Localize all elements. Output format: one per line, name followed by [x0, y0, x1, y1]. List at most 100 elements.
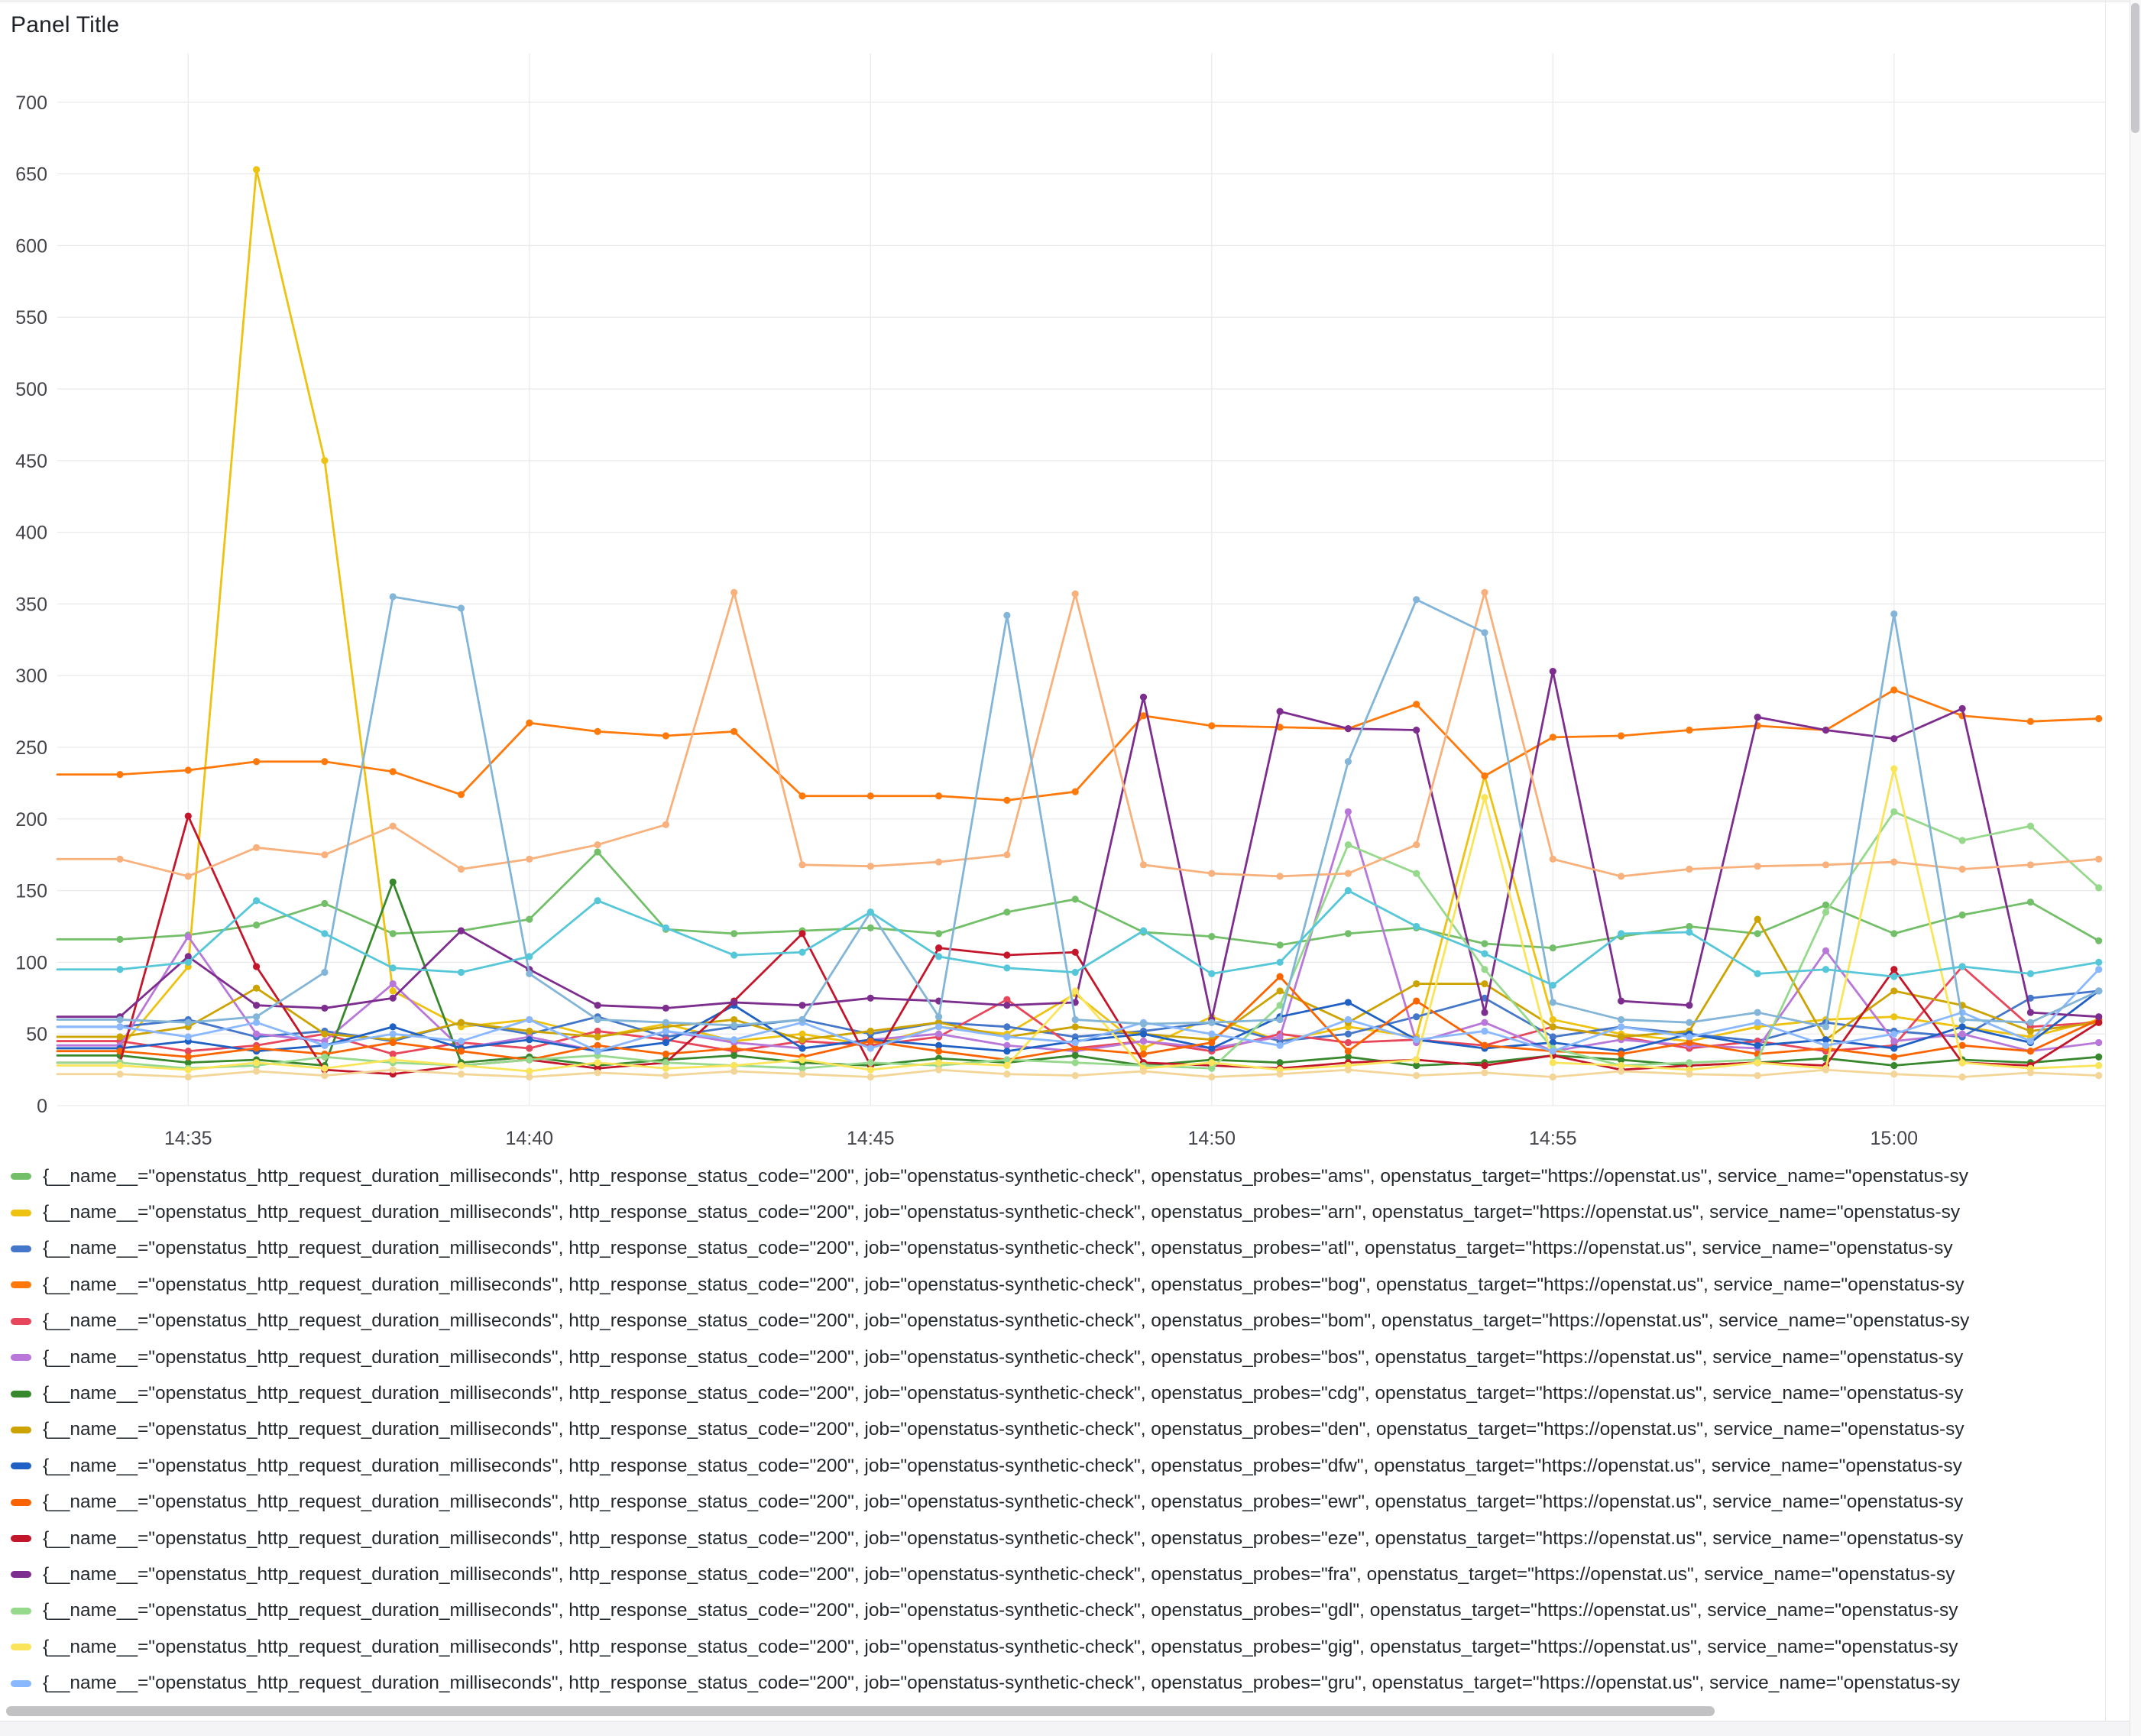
series-point-gig[interactable]	[1071, 987, 1079, 995]
series-point-unlabeled-sand[interactable]	[1003, 1070, 1011, 1078]
series-point-dfw[interactable]	[1754, 1041, 1761, 1049]
series-point-ams[interactable]	[1276, 941, 1284, 949]
series-point-bog[interactable]	[1208, 722, 1216, 730]
series-point-cdg[interactable]	[389, 878, 397, 886]
series-point-ewr[interactable]	[1344, 1048, 1352, 1055]
series-point-fra[interactable]	[594, 1002, 601, 1009]
series-point-dfw[interactable]	[1890, 1045, 1898, 1052]
series-point-dfw[interactable]	[935, 1041, 943, 1049]
series-point-gdl[interactable]	[321, 1053, 329, 1061]
series-point-unlabeled-steel-blue[interactable]	[1481, 629, 1488, 636]
series-point-fra[interactable]	[1754, 714, 1761, 721]
series-point-cdg[interactable]	[730, 1051, 738, 1059]
series-point-gru[interactable]	[526, 1015, 533, 1024]
series-point-unlabeled-steel-blue[interactable]	[1344, 758, 1352, 766]
series-point-gig[interactable]	[1958, 1059, 1966, 1067]
series-point-eze[interactable]	[935, 944, 943, 952]
series-point-unlabeled-steel-blue[interactable]	[1754, 1009, 1761, 1016]
series-point-unlabeled-sand[interactable]	[1139, 1067, 1148, 1075]
series-point-fra[interactable]	[1481, 1009, 1488, 1016]
series-point-unlabeled-sand[interactable]	[1686, 1070, 1693, 1078]
series-point-eze[interactable]	[1890, 966, 1898, 973]
series-point-unlabeled-sand[interactable]	[184, 1073, 192, 1081]
series-point-gig[interactable]	[935, 1059, 943, 1067]
series-point-fra[interactable]	[1958, 704, 1966, 712]
legend-item-dfw[interactable]: {__name__="openstatus_http_request_durat…	[11, 1448, 2097, 1484]
series-point-unlabeled-cyan[interactable]	[2026, 970, 2034, 978]
series-point-bog[interactable]	[1686, 726, 1693, 734]
series-point-bom[interactable]	[184, 1048, 192, 1055]
series-point-dfw[interactable]	[662, 1038, 670, 1047]
series-point-gru[interactable]	[1754, 1019, 1761, 1026]
series-point-unlabeled-steel-blue[interactable]	[594, 1015, 601, 1024]
series-point-unlabeled-light-orange[interactable]	[1071, 590, 1079, 598]
series-point-eze[interactable]	[253, 963, 261, 970]
series-point-gig[interactable]	[526, 1067, 533, 1075]
series-point-ams[interactable]	[1890, 930, 1898, 938]
series-point-ams[interactable]	[866, 924, 874, 931]
legend-item-eze[interactable]: {__name__="openstatus_http_request_durat…	[11, 1521, 2097, 1556]
legend-item-bos[interactable]: {__name__="openstatus_http_request_durat…	[11, 1339, 2097, 1375]
series-point-ewr[interactable]	[730, 1045, 738, 1052]
series-point-eze[interactable]	[2095, 1019, 2103, 1026]
series-point-bog[interactable]	[1071, 788, 1079, 795]
series-point-gdl[interactable]	[798, 1064, 806, 1072]
series-point-fra[interactable]	[1618, 997, 1625, 1005]
series-point-bog[interactable]	[2026, 717, 2034, 725]
series-point-unlabeled-steel-blue[interactable]	[116, 1015, 124, 1024]
series-point-ewr[interactable]	[1958, 1041, 1966, 1049]
series-point-gru[interactable]	[1890, 1030, 1898, 1038]
series-point-dfw[interactable]	[1344, 999, 1352, 1006]
series-point-gdl[interactable]	[1481, 966, 1488, 973]
series-point-unlabeled-steel-blue[interactable]	[1549, 999, 1556, 1006]
series-point-gru[interactable]	[1618, 1023, 1625, 1031]
series-point-unlabeled-steel-blue[interactable]	[730, 1022, 738, 1029]
series-point-unlabeled-sand[interactable]	[1754, 1072, 1761, 1080]
series-point-ams[interactable]	[1071, 896, 1079, 903]
series-point-eze[interactable]	[798, 930, 806, 938]
series-point-dfw[interactable]	[1208, 1045, 1216, 1052]
series-point-ams[interactable]	[1958, 911, 1966, 919]
series-point-unlabeled-steel-blue[interactable]	[1276, 1015, 1284, 1024]
series-point-gru[interactable]	[2026, 1037, 2034, 1045]
series-point-ams[interactable]	[1549, 944, 1556, 952]
legend-item-cdg[interactable]: {__name__="openstatus_http_request_durat…	[11, 1375, 2097, 1411]
series-point-gdl[interactable]	[866, 1059, 874, 1067]
series-point-unlabeled-sand[interactable]	[1618, 1067, 1625, 1075]
series-point-gdl[interactable]	[1003, 1056, 1011, 1064]
series-point-ams[interactable]	[2026, 899, 2034, 906]
series-point-unlabeled-sand[interactable]	[1071, 1072, 1079, 1080]
series-point-bos[interactable]	[253, 1030, 261, 1038]
series-point-bom[interactable]	[389, 1050, 397, 1058]
series-point-unlabeled-sand[interactable]	[389, 1066, 397, 1074]
series-point-fra[interactable]	[1413, 726, 1420, 734]
series-point-bog[interactable]	[253, 758, 261, 766]
legend-item-den[interactable]: {__name__="openstatus_http_request_durat…	[11, 1412, 2097, 1448]
series-point-unlabeled-sand[interactable]	[116, 1070, 124, 1078]
series-point-gru[interactable]	[1071, 1038, 1079, 1047]
series-point-bos[interactable]	[1822, 947, 1830, 954]
series-point-unlabeled-cyan[interactable]	[116, 966, 124, 973]
series-point-gru[interactable]	[594, 1048, 601, 1055]
series-point-unlabeled-cyan[interactable]	[1890, 973, 1898, 980]
series-point-gru[interactable]	[457, 1037, 465, 1045]
series-point-gru[interactable]	[935, 1023, 943, 1031]
series-point-cdg[interactable]	[184, 1059, 192, 1067]
series-point-den[interactable]	[321, 1030, 329, 1038]
series-point-unlabeled-steel-blue[interactable]	[1413, 596, 1420, 604]
series-point-den[interactable]	[594, 1033, 601, 1041]
series-point-gru[interactable]	[2095, 966, 2103, 973]
series-point-unlabeled-sand[interactable]	[253, 1067, 261, 1075]
series-point-ams[interactable]	[253, 921, 261, 929]
legend-item-bom[interactable]: {__name__="openstatus_http_request_durat…	[11, 1304, 2097, 1339]
series-point-dfw[interactable]	[526, 1036, 533, 1044]
series-point-unlabeled-sand[interactable]	[321, 1072, 329, 1080]
series-point-unlabeled-sand[interactable]	[1344, 1066, 1352, 1074]
series-point-fra[interactable]	[662, 1004, 670, 1012]
series-point-den[interactable]	[116, 1033, 124, 1041]
series-point-fra[interactable]	[184, 953, 192, 960]
series-point-gru[interactable]	[1344, 1015, 1352, 1024]
series-point-ewr[interactable]	[594, 1041, 601, 1049]
series-point-ewr[interactable]	[1618, 1050, 1625, 1058]
series-point-unlabeled-light-orange[interactable]	[1003, 851, 1011, 859]
